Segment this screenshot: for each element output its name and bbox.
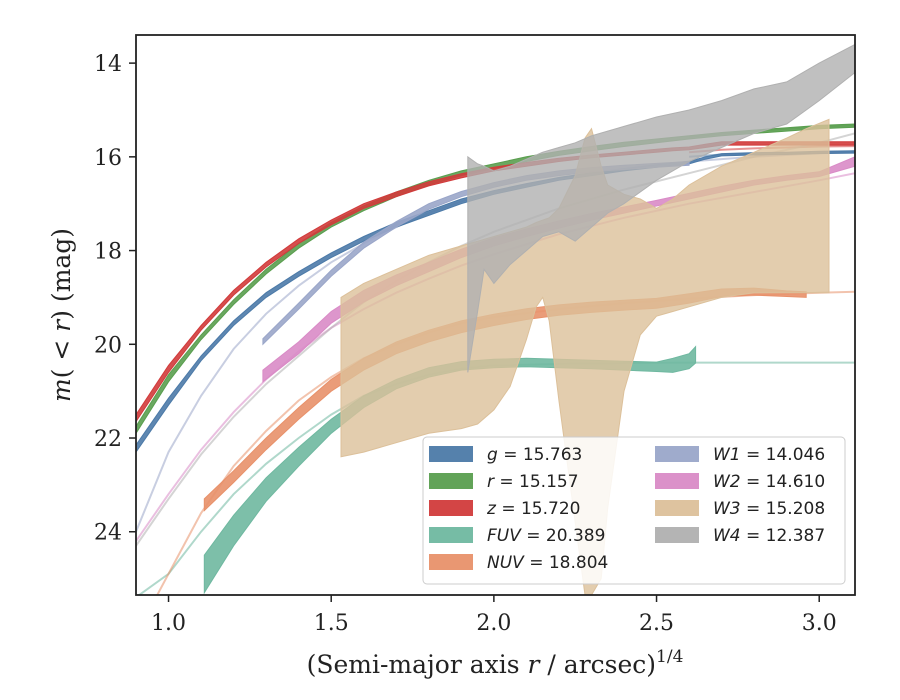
legend-entry-fuv: FUV = 20.389 [429, 526, 605, 546]
legend-entry-z: z = 15.720 [429, 499, 580, 519]
x-tick-label: 2.0 [476, 611, 511, 636]
uncertainty-bands [136, 43, 855, 595]
legend-label-w4: W4 = 12.387 [713, 526, 825, 546]
legend-swatch-g [429, 446, 473, 462]
legend-entry-w4: W4 = 12.387 [655, 526, 825, 546]
y-tick-label: 16 [94, 146, 122, 171]
band-z [136, 141, 855, 423]
legend: g = 15.763 r = 15.157 z = 15.720 FUV = 20.3… [422, 436, 846, 585]
y-tick-label: 20 [94, 333, 122, 358]
legend-entry-w3: W3 = 15.208 [655, 499, 825, 519]
legend-swatch-fuv [429, 527, 473, 543]
legend-swatch-z [429, 500, 473, 516]
legend-swatch-nuv [429, 554, 473, 570]
x-tick-label: 2.5 [639, 611, 674, 636]
y-tick-label: 24 [94, 521, 122, 546]
y-axis-ticks: 14 16 18 20 22 24 [94, 52, 136, 546]
legend-label-z: z = 15.720 [486, 499, 580, 519]
legend-label-w3: W3 = 15.208 [713, 499, 825, 519]
x-tick-label: 3.0 [802, 611, 837, 636]
x-tick-label: 1.0 [151, 611, 186, 636]
legend-entry-g: g = 15.763 [429, 445, 582, 465]
band-g [136, 150, 855, 453]
legend-swatch-r [429, 473, 473, 489]
legend-label-w2: W2 = 14.610 [713, 472, 825, 492]
legend-swatch-w4 [655, 527, 699, 543]
legend-entry-r: r = 15.157 [429, 472, 579, 492]
plot-frame [135, 34, 856, 596]
legend-entry-w1: W1 = 14.046 [655, 445, 825, 465]
x-axis-label: (Semi-major axis r / arcsec)1/4 [307, 647, 684, 679]
band-w4 [467, 43, 855, 373]
x-axis-ticks: 1.0 1.5 2.0 2.5 3.0 [151, 595, 837, 636]
legend-swatch-w2 [655, 473, 699, 489]
legend-label-w1: W1 = 14.046 [713, 445, 825, 465]
legend-swatch-w1 [655, 446, 699, 462]
y-axis-label: m( < r) (mag) [47, 228, 76, 402]
legend-label-g: g = 15.763 [487, 445, 582, 465]
legend-label-fuv: FUV = 20.389 [487, 526, 605, 546]
x-tick-label: 1.5 [314, 611, 349, 636]
legend-box [422, 436, 846, 585]
legend-swatch-w3 [655, 500, 699, 516]
y-tick-label: 18 [94, 240, 122, 265]
y-tick-label: 14 [94, 52, 122, 77]
y-tick-label: 22 [94, 427, 122, 452]
legend-entry-nuv: NUV = 18.804 [429, 553, 608, 573]
legend-label-nuv: NUV = 18.804 [487, 553, 608, 573]
legend-label-r: r = 15.157 [487, 472, 579, 492]
legend-entry-w2: W2 = 14.610 [655, 472, 825, 492]
